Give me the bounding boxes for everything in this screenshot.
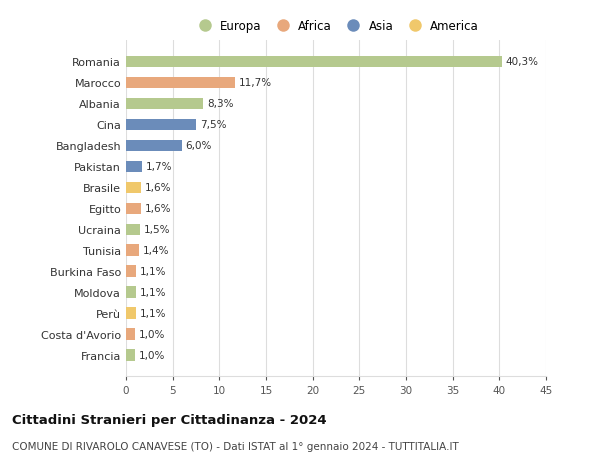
Bar [126, 56, 502, 68]
Bar [126, 182, 141, 194]
Text: 1,1%: 1,1% [140, 288, 167, 297]
Text: 1,1%: 1,1% [140, 308, 167, 319]
Bar [126, 287, 136, 298]
Text: 6,0%: 6,0% [186, 141, 212, 151]
Text: 1,5%: 1,5% [144, 225, 170, 235]
Bar [126, 350, 136, 361]
Bar [126, 266, 136, 277]
Text: 40,3%: 40,3% [506, 57, 539, 67]
Text: 1,6%: 1,6% [145, 183, 171, 193]
Text: 1,4%: 1,4% [143, 246, 169, 256]
Bar [126, 245, 139, 257]
Bar [126, 224, 140, 235]
Bar [126, 308, 136, 319]
Text: 1,0%: 1,0% [139, 350, 166, 360]
Bar [126, 119, 196, 131]
Text: COMUNE DI RIVAROLO CANAVESE (TO) - Dati ISTAT al 1° gennaio 2024 - TUTTITALIA.IT: COMUNE DI RIVAROLO CANAVESE (TO) - Dati … [12, 441, 459, 451]
Bar [126, 98, 203, 110]
Text: 8,3%: 8,3% [207, 99, 234, 109]
Legend: Europa, Africa, Asia, America: Europa, Africa, Asia, America [193, 20, 479, 34]
Text: 1,6%: 1,6% [145, 204, 171, 214]
Text: 1,0%: 1,0% [139, 330, 166, 340]
Bar [126, 203, 141, 215]
Text: 7,5%: 7,5% [200, 120, 226, 130]
Bar [126, 78, 235, 89]
Text: 1,1%: 1,1% [140, 267, 167, 277]
Text: 1,7%: 1,7% [146, 162, 172, 172]
Text: 11,7%: 11,7% [239, 78, 272, 88]
Text: Cittadini Stranieri per Cittadinanza - 2024: Cittadini Stranieri per Cittadinanza - 2… [12, 413, 326, 426]
Bar [126, 329, 136, 340]
Bar [126, 140, 182, 152]
Bar [126, 161, 142, 173]
